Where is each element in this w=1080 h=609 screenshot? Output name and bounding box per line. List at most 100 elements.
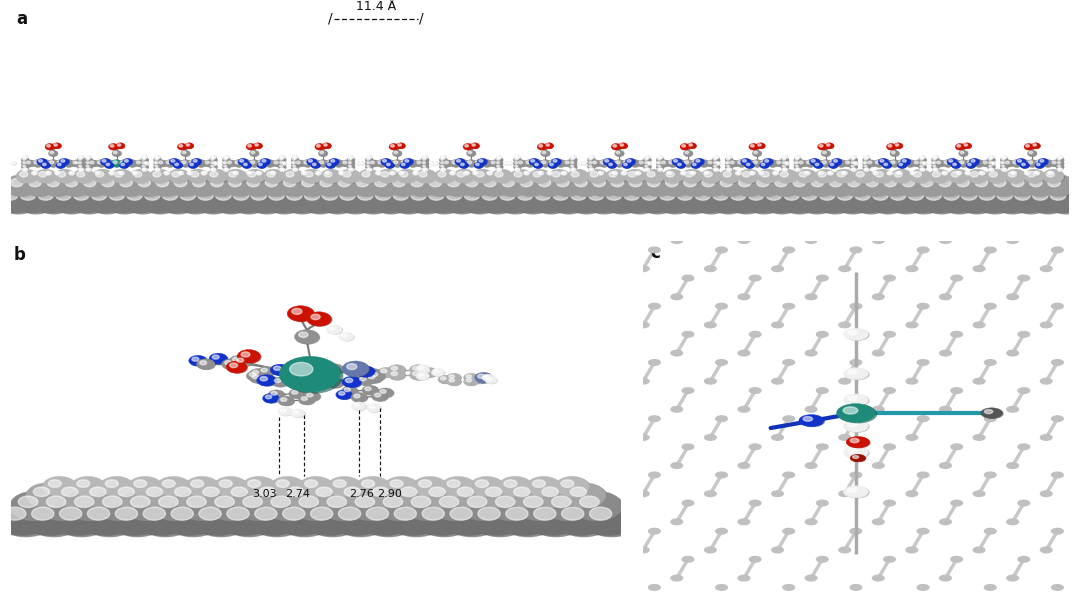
Circle shape — [225, 175, 258, 198]
Circle shape — [342, 172, 351, 177]
Circle shape — [1069, 162, 1075, 166]
Circle shape — [298, 395, 315, 405]
Circle shape — [178, 172, 181, 174]
Circle shape — [170, 159, 180, 166]
Circle shape — [505, 507, 528, 520]
Circle shape — [735, 171, 742, 175]
Circle shape — [386, 161, 390, 164]
Circle shape — [638, 160, 648, 167]
Circle shape — [700, 161, 704, 164]
Circle shape — [25, 160, 36, 167]
Circle shape — [929, 169, 949, 183]
Circle shape — [475, 480, 488, 487]
Circle shape — [546, 171, 553, 175]
Circle shape — [538, 171, 544, 175]
Circle shape — [734, 175, 767, 198]
Circle shape — [680, 144, 690, 150]
Circle shape — [413, 171, 419, 175]
Circle shape — [251, 374, 267, 384]
Circle shape — [177, 171, 184, 175]
Circle shape — [783, 156, 785, 157]
Circle shape — [896, 171, 903, 175]
Circle shape — [186, 144, 190, 146]
Circle shape — [991, 186, 1034, 214]
Circle shape — [826, 144, 829, 146]
Circle shape — [278, 175, 311, 197]
Circle shape — [839, 322, 851, 328]
Circle shape — [971, 160, 975, 162]
Circle shape — [56, 484, 99, 509]
Circle shape — [940, 463, 951, 468]
Circle shape — [680, 171, 687, 175]
Circle shape — [816, 275, 828, 281]
Circle shape — [918, 185, 961, 213]
Circle shape — [226, 160, 237, 167]
Circle shape — [985, 585, 996, 590]
Circle shape — [964, 171, 971, 175]
Circle shape — [130, 477, 164, 498]
Circle shape — [1042, 160, 1054, 167]
Circle shape — [783, 529, 795, 534]
Circle shape — [851, 161, 854, 164]
Circle shape — [474, 185, 516, 213]
Circle shape — [341, 160, 352, 167]
Circle shape — [387, 503, 446, 537]
Circle shape — [438, 376, 454, 384]
Circle shape — [423, 484, 467, 509]
Circle shape — [292, 158, 299, 163]
Circle shape — [292, 380, 298, 384]
Circle shape — [994, 178, 1005, 187]
Circle shape — [134, 175, 166, 198]
Circle shape — [206, 169, 228, 183]
Circle shape — [114, 175, 147, 197]
Circle shape — [647, 162, 649, 164]
Circle shape — [968, 163, 971, 166]
Circle shape — [23, 175, 56, 197]
Circle shape — [676, 162, 686, 169]
Circle shape — [885, 178, 896, 187]
Circle shape — [463, 144, 473, 150]
Circle shape — [782, 155, 788, 160]
Circle shape — [327, 364, 345, 375]
Circle shape — [683, 388, 693, 393]
Circle shape — [457, 172, 465, 177]
Circle shape — [524, 160, 536, 167]
Circle shape — [187, 496, 206, 507]
Circle shape — [540, 160, 551, 167]
Circle shape — [775, 160, 785, 167]
Circle shape — [782, 168, 788, 172]
Circle shape — [400, 160, 410, 167]
Circle shape — [1040, 322, 1052, 328]
Circle shape — [933, 165, 935, 167]
Circle shape — [222, 157, 230, 163]
Circle shape — [141, 158, 145, 160]
Circle shape — [906, 547, 918, 553]
Circle shape — [1012, 160, 1023, 167]
Circle shape — [274, 379, 281, 382]
Circle shape — [797, 170, 818, 184]
Circle shape — [400, 162, 409, 169]
Circle shape — [775, 160, 786, 167]
Circle shape — [513, 161, 522, 166]
Circle shape — [78, 175, 110, 197]
Circle shape — [224, 161, 227, 164]
Circle shape — [392, 160, 403, 167]
Circle shape — [782, 161, 785, 164]
Circle shape — [851, 167, 856, 172]
Circle shape — [818, 171, 824, 175]
Circle shape — [447, 374, 462, 382]
Circle shape — [819, 172, 822, 174]
Circle shape — [338, 178, 351, 187]
Circle shape — [1018, 557, 1029, 562]
Circle shape — [738, 519, 750, 524]
Circle shape — [233, 189, 249, 200]
Circle shape — [366, 155, 373, 159]
Circle shape — [311, 163, 321, 169]
Circle shape — [49, 150, 58, 157]
Circle shape — [310, 160, 322, 167]
Circle shape — [1016, 158, 1026, 165]
Circle shape — [570, 155, 577, 159]
Circle shape — [110, 172, 112, 174]
Circle shape — [333, 480, 346, 487]
Circle shape — [244, 169, 266, 183]
